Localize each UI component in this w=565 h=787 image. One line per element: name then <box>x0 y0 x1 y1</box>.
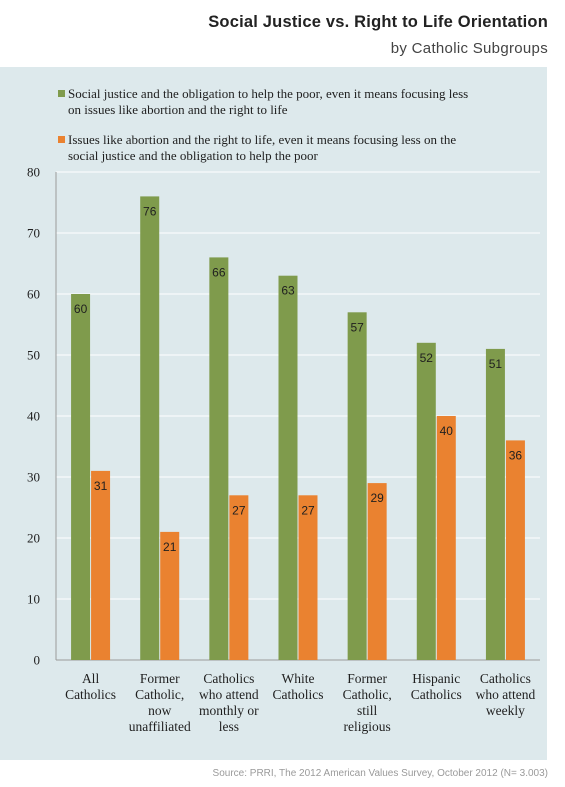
data-label: 36 <box>509 448 523 462</box>
bar <box>436 416 456 660</box>
x-category-label: Catholics <box>411 687 462 702</box>
x-category-label: weekly <box>486 703 525 718</box>
legend-label: on issues like abortion and the right to… <box>68 102 288 117</box>
data-label: 66 <box>212 265 226 279</box>
legend-label: social justice and the obligation to hel… <box>68 148 319 163</box>
x-category-label: still <box>357 703 378 718</box>
data-label: 27 <box>232 503 246 517</box>
y-tick-label: 70 <box>27 226 40 241</box>
data-label: 40 <box>440 424 454 438</box>
x-category-label: Former <box>140 671 180 686</box>
y-tick-label: 30 <box>27 470 40 485</box>
data-label: 27 <box>301 503 315 517</box>
data-label: 21 <box>163 540 177 554</box>
data-label: 52 <box>420 351 434 365</box>
bar <box>416 342 436 660</box>
bar <box>278 275 298 660</box>
y-tick-label: 20 <box>27 531 40 546</box>
bar <box>91 470 111 660</box>
data-label: 63 <box>281 284 295 298</box>
y-tick-label: 10 <box>27 592 40 607</box>
bar <box>209 257 229 660</box>
bar <box>229 495 249 660</box>
y-tick-label: 60 <box>27 287 40 302</box>
bar <box>140 196 160 660</box>
bar <box>505 440 525 660</box>
data-label: 57 <box>350 320 364 334</box>
y-tick-label: 40 <box>27 409 40 424</box>
chart-subtitle: by Catholic Subgroups <box>390 40 548 57</box>
y-tick-label: 0 <box>34 653 41 668</box>
x-category-label: Former <box>347 671 387 686</box>
x-category-label: Catholic, <box>135 687 184 702</box>
x-category-label: Catholics <box>203 671 254 686</box>
data-label: 31 <box>94 479 108 493</box>
x-category-label: who attend <box>476 687 536 702</box>
bar <box>347 312 367 660</box>
bar-chart: 0 10 20 30 40 50 60 70 80 Social justice and the … <box>27 86 540 734</box>
x-category-label: Catholic, <box>343 687 392 702</box>
y-tick-label: 50 <box>27 348 40 363</box>
x-category-label: who attend <box>199 687 259 702</box>
bar <box>367 483 387 660</box>
chart-title: Social Justice vs. Right to Life Orienta… <box>208 13 548 31</box>
x-category-label: Hispanic <box>412 671 460 686</box>
x-category-label: unaffiliated <box>129 719 191 734</box>
x-category-label: religious <box>344 719 391 734</box>
y-tick-label: 80 <box>27 165 40 180</box>
source-note: Source: PRRI, The 2012 American Values S… <box>212 768 548 779</box>
x-category-label: monthly or <box>199 703 259 718</box>
bar <box>160 531 180 660</box>
legend-label: Issues like abortion and the right to li… <box>68 132 456 147</box>
x-category-label: White <box>282 671 315 686</box>
x-category-label: less <box>219 719 239 734</box>
x-category-label: All <box>82 671 100 686</box>
legend-swatch <box>58 90 65 97</box>
legend-swatch <box>58 136 65 143</box>
data-label: 51 <box>489 357 503 371</box>
data-label: 60 <box>74 302 88 316</box>
chart-panel: 0 10 20 30 40 50 60 70 80 Social justice and the … <box>0 67 547 760</box>
x-category-label: Catholics <box>480 671 531 686</box>
data-label: 76 <box>143 204 157 218</box>
legend-label: Social justice and the obligation to hel… <box>68 86 468 101</box>
bar <box>71 294 91 660</box>
bar <box>485 348 505 660</box>
x-category-label: Catholics <box>65 687 116 702</box>
x-category-label: Catholics <box>273 687 324 702</box>
bar <box>298 495 318 660</box>
x-category-label: now <box>148 703 172 718</box>
data-label: 29 <box>370 491 384 505</box>
